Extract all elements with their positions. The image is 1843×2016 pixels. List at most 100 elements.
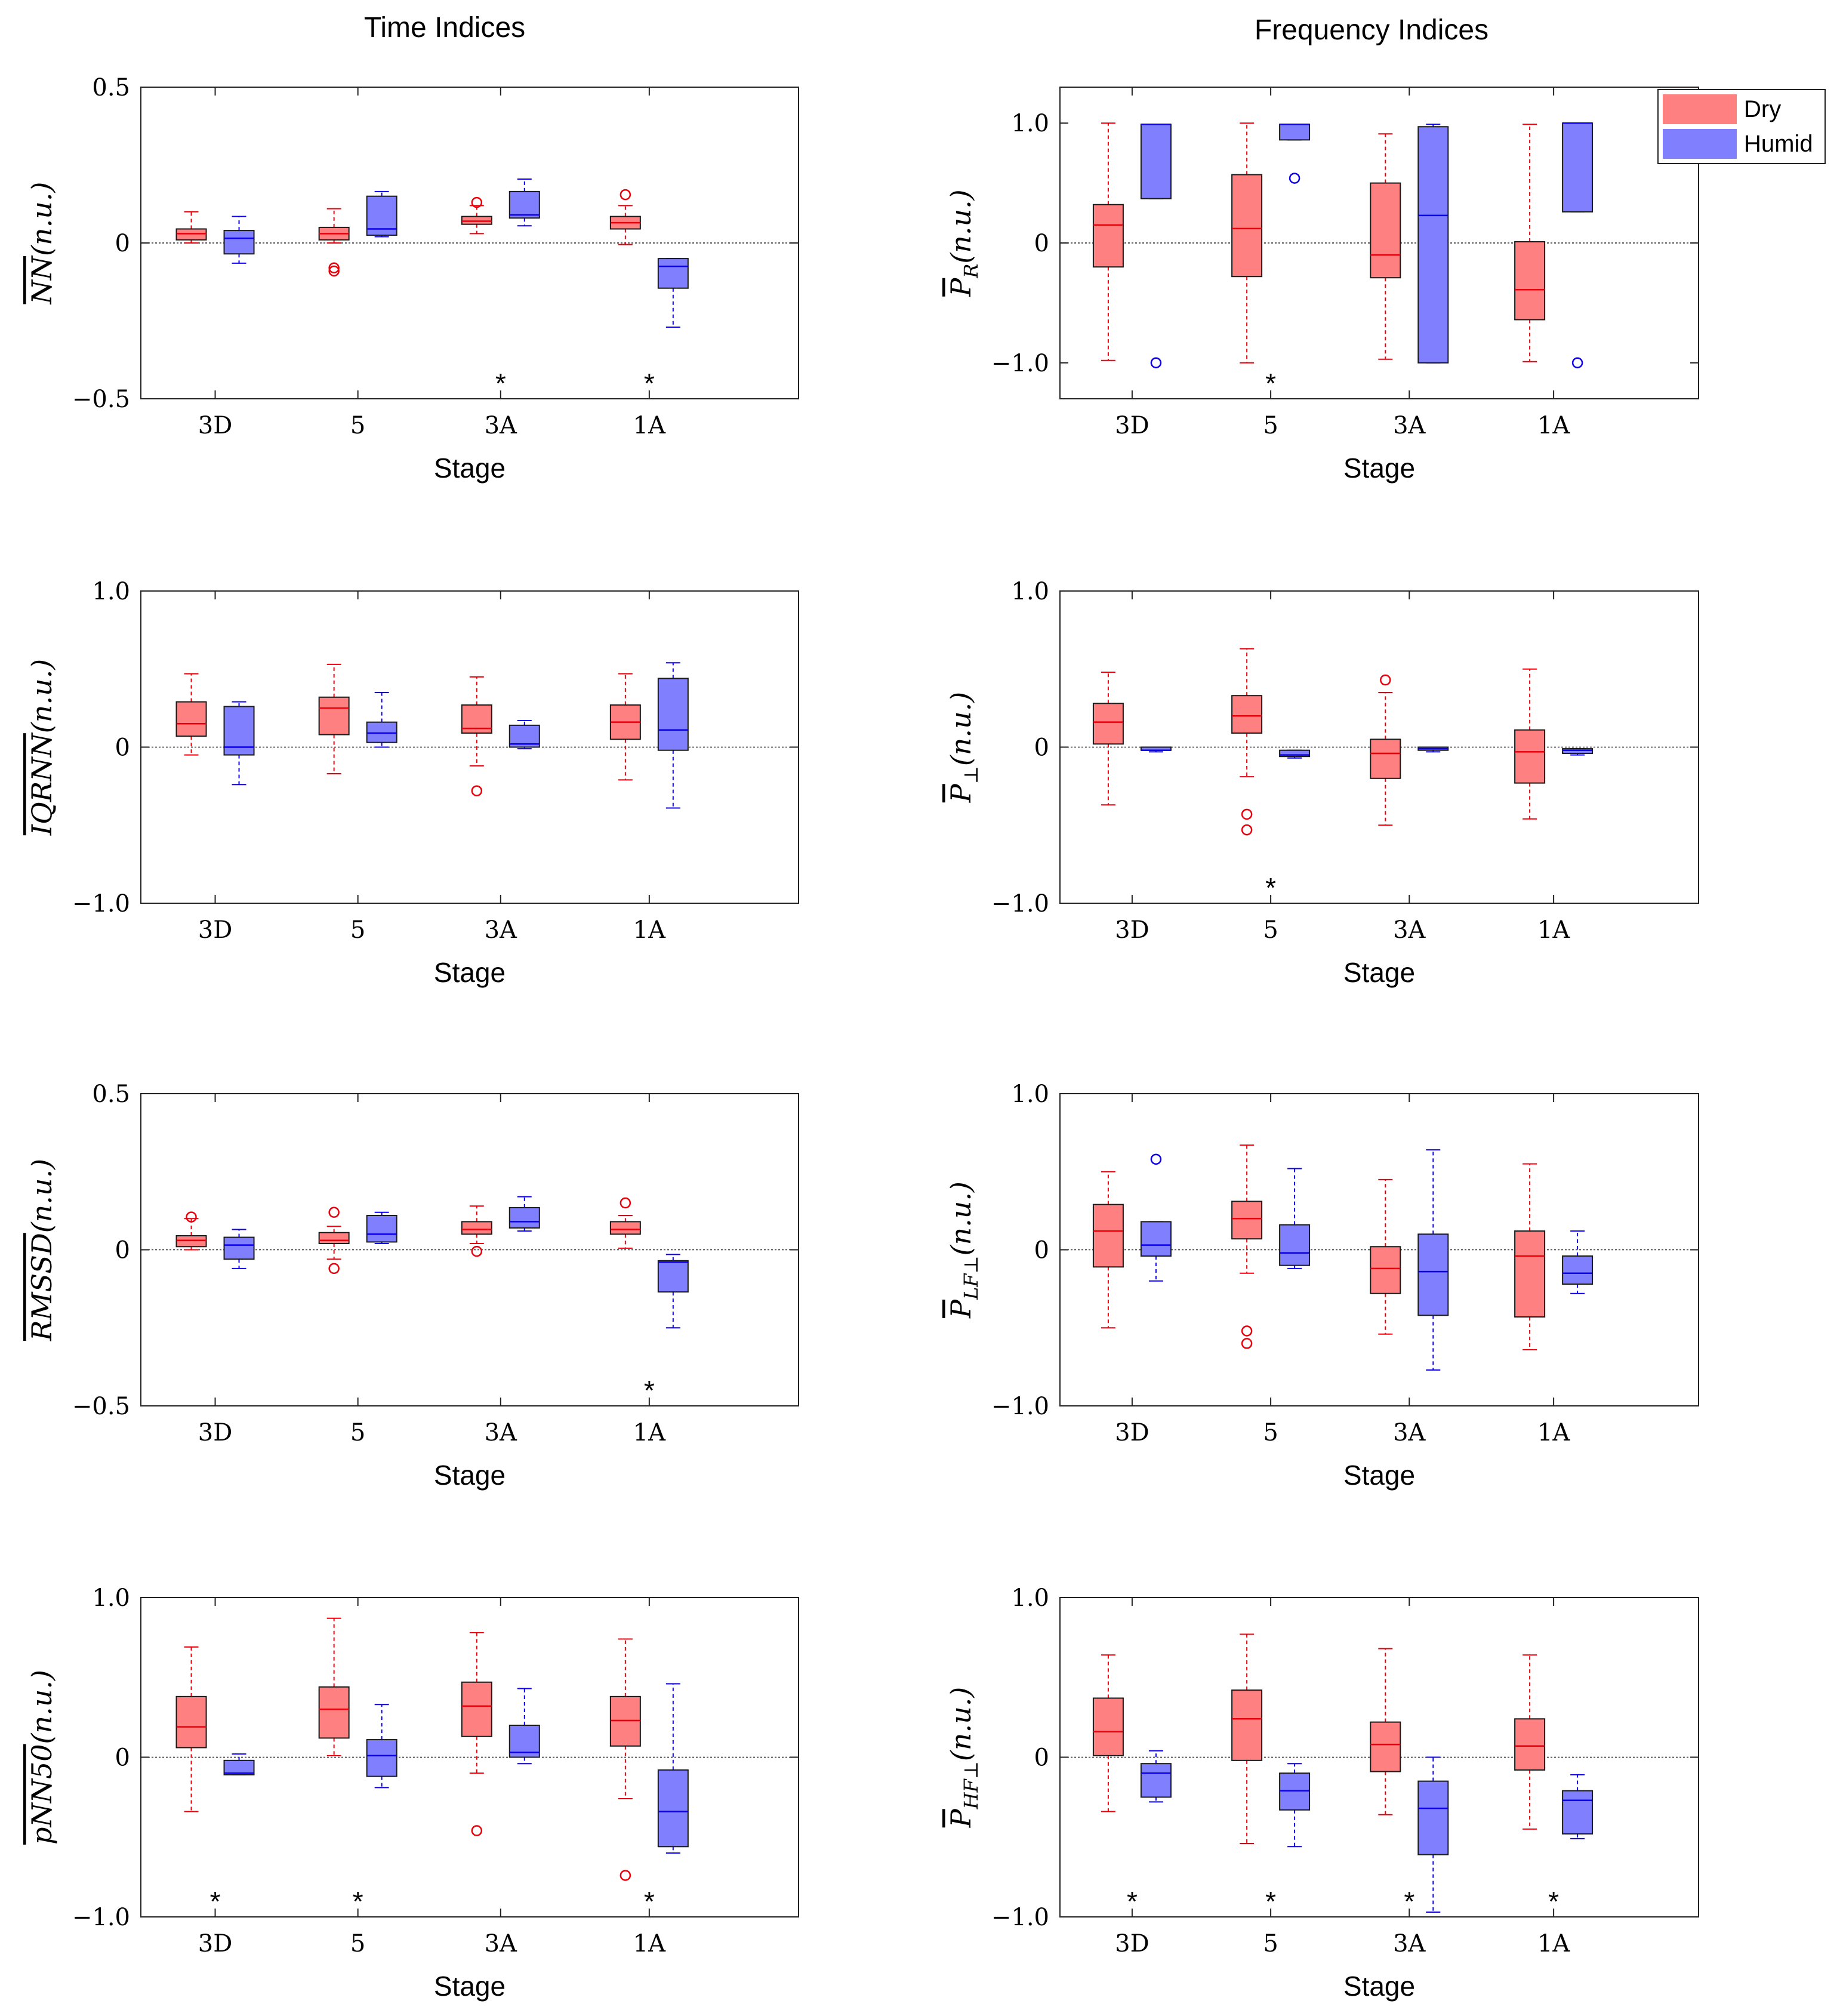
- y-tick-label: 1.0: [1011, 110, 1049, 137]
- iqr-box: [609, 1221, 641, 1235]
- x-tick-label: 3A: [1393, 412, 1426, 439]
- x-tick-label: 3A: [1393, 916, 1426, 944]
- significance-star: *: [644, 1375, 655, 1406]
- iqr-box: [1514, 1718, 1546, 1771]
- legend: Dry Humid: [1657, 89, 1826, 164]
- humid-box-3D: [1140, 1750, 1172, 1803]
- significance-star: *: [495, 368, 506, 399]
- x-tick-label: 5: [350, 1930, 365, 1957]
- y-label-subscript: R: [960, 264, 982, 279]
- humid-box-3A: [1417, 1149, 1449, 1371]
- dry-box-5: [318, 1617, 350, 1756]
- x-tick-label: 5: [350, 412, 365, 439]
- y-label-units: (n.u.): [26, 659, 58, 733]
- iqr-box: [657, 1769, 689, 1848]
- outlier-point: [1289, 173, 1300, 184]
- y-tick-label: −0.5: [72, 1393, 130, 1420]
- humid-box-3D: [223, 1753, 255, 1775]
- y-label-subscript: LF⊥: [960, 1255, 982, 1300]
- iqr-box: [1092, 703, 1124, 745]
- outlier-point: [186, 1211, 197, 1223]
- outlier-point: [620, 1197, 631, 1209]
- iqr-box: [1279, 1224, 1311, 1266]
- dry-box-3A: [1370, 1178, 1401, 1335]
- y-tick-label: 1.0: [92, 578, 130, 605]
- legend-label-humid: Humid: [1744, 131, 1813, 157]
- panel-plfperp: −1.0 0 1.0 3D 5 3A 1A Stage PLF⊥(n.u.): [945, 1081, 1699, 1491]
- outlier-point: [1571, 357, 1583, 369]
- iqr-box: [1370, 1246, 1401, 1294]
- y-axis-label: RMSSD(n.u.): [26, 1159, 58, 1341]
- outlier-point: [620, 189, 631, 201]
- humid-box-3A: [1417, 124, 1449, 364]
- dry-box-1A: [1514, 1654, 1546, 1830]
- x-tick-label: 3D: [198, 412, 233, 439]
- iqr-box: [1092, 204, 1124, 268]
- y-label-units: (n.u.): [945, 189, 977, 263]
- dry-box-3A: [461, 196, 492, 235]
- y-tick-label: −0.5: [72, 386, 130, 413]
- x-tick-label: 1A: [1537, 916, 1570, 944]
- legend-swatch-humid: [1663, 129, 1737, 159]
- x-axis-label: Stage: [434, 957, 506, 988]
- dry-box-5: [318, 663, 350, 774]
- iqr-box: [1562, 1255, 1594, 1285]
- x-tick-label: 3D: [198, 1419, 233, 1446]
- y-label-symbol: P: [945, 1808, 977, 1828]
- humid-box-1A: [657, 1683, 689, 1854]
- humid-box-5: [1279, 1763, 1311, 1848]
- humid-box-5: [366, 190, 397, 238]
- iqr-box: [318, 1232, 350, 1245]
- iqr-box: [1279, 124, 1311, 141]
- x-tick-label: 3D: [1115, 412, 1149, 439]
- significance-star: *: [210, 1886, 221, 1917]
- iqr-box: [1514, 241, 1546, 321]
- y-tick-label: 0: [115, 1237, 130, 1264]
- x-tick-label: 3A: [485, 412, 517, 439]
- iqr-box: [366, 1739, 397, 1777]
- iqr-box: [1231, 1689, 1263, 1761]
- dry-box-1A: [1514, 1163, 1546, 1350]
- iqr-box: [223, 1759, 255, 1775]
- y-tick-label: 0: [115, 1744, 130, 1772]
- iqr-box: [223, 1236, 255, 1260]
- humid-box-1A: [1562, 1230, 1594, 1294]
- y-tick-label: 1.0: [1011, 1081, 1049, 1108]
- significance-star: *: [1265, 872, 1276, 903]
- y-label-units: (n.u.): [26, 1670, 58, 1744]
- humid-box-3A: [1417, 746, 1449, 753]
- panel-nn: −0.5 0 0.5 3D 5 3A 1A Stage NN(n.u.) * *: [26, 74, 799, 484]
- iqr-box: [657, 258, 689, 289]
- x-axis-label: Stage: [434, 453, 506, 484]
- y-axis-label: P⊥(n.u.): [945, 692, 982, 803]
- iqr-box: [1140, 124, 1172, 199]
- iqr-box: [1514, 729, 1546, 784]
- significance-star: *: [644, 368, 655, 399]
- y-tick-label: −1.0: [991, 350, 1049, 377]
- x-tick-label: 5: [350, 1419, 365, 1446]
- legend-label-dry: Dry: [1744, 96, 1781, 122]
- humid-box-3D: [223, 701, 255, 786]
- dry-box-1A: [609, 1638, 641, 1881]
- iqr-box: [1370, 182, 1401, 279]
- dry-box-1A: [1514, 124, 1546, 362]
- iqr-box: [1562, 748, 1594, 754]
- y-label-symbol: NN: [26, 255, 58, 304]
- x-tick-label: 3D: [1115, 1419, 1149, 1446]
- iqr-box: [1562, 122, 1594, 213]
- y-axis-label: PLF⊥(n.u.): [945, 1181, 982, 1319]
- humid-box-3A: [508, 1196, 540, 1232]
- y-axis-label-text: NN(n.u.): [26, 182, 58, 305]
- y-label-symbol: IQRNN: [26, 732, 58, 836]
- x-tick-label: 1A: [633, 412, 666, 439]
- dry-box-5: [318, 1206, 350, 1275]
- significance-star: *: [1404, 1886, 1414, 1917]
- iqr-box: [175, 228, 207, 241]
- y-tick-label: −1.0: [991, 1904, 1049, 1931]
- outlier-point: [328, 265, 340, 277]
- y-tick-label: 1.0: [1011, 578, 1049, 605]
- x-tick-label: 3D: [1115, 1930, 1149, 1957]
- x-tick-label: 3D: [198, 1930, 233, 1957]
- significance-star: *: [1265, 1886, 1276, 1917]
